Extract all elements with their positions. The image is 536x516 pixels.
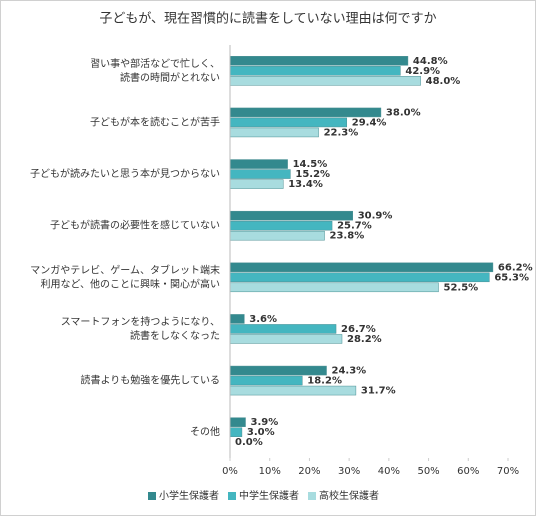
bar (229, 56, 409, 66)
bar (229, 262, 494, 273)
bar (229, 282, 439, 293)
category-label: スマートフォンを持つようになり、読書をしなくなった (61, 315, 220, 342)
bar (229, 127, 319, 138)
value-label: 44.8% (413, 56, 448, 67)
category-label: 子どもが読みたいと思う本が見つからない (30, 167, 220, 180)
value-label: 31.7% (361, 386, 396, 397)
bar (229, 210, 353, 221)
category-label: 子どもが本を読むことが苦手 (90, 115, 220, 128)
bar (229, 365, 327, 376)
bar (229, 230, 325, 241)
bar (229, 76, 421, 86)
x-tick-label: 50% (417, 466, 439, 477)
value-label: 48.0% (426, 76, 461, 87)
value-label: 29.4% (352, 117, 387, 128)
legend-label: 中学生保護者 (239, 489, 299, 502)
bar (229, 314, 245, 324)
value-label: 22.3% (324, 127, 359, 138)
category-label: その他 (190, 425, 220, 438)
bar (229, 334, 343, 344)
bar (229, 427, 243, 437)
value-label: 24.3% (332, 366, 367, 377)
bar (229, 107, 382, 118)
value-label: 38.0% (386, 107, 421, 118)
value-label: 14.5% (293, 159, 328, 170)
value-label: 26.7% (341, 324, 376, 335)
x-tick-label: 40% (378, 466, 400, 477)
legend-swatch (308, 492, 316, 500)
category-label: マンガやテレビ、ゲーム、タブレット端末利用など、他のことに興味・関心が高い (30, 263, 220, 290)
x-tick-label: 30% (338, 466, 360, 477)
value-label: 65.3% (494, 272, 529, 283)
value-label: 30.9% (358, 211, 393, 222)
legend-label: 小学生保護者 (159, 489, 219, 502)
value-label: 23.8% (330, 231, 365, 242)
bar (229, 220, 333, 231)
value-label: 13.4% (288, 179, 323, 190)
bar (229, 385, 357, 396)
value-label: 0.0% (235, 437, 263, 448)
x-tick-label: 20% (298, 466, 320, 477)
bar (229, 417, 246, 427)
value-label: 52.5% (444, 282, 479, 293)
value-label: 3.0% (247, 427, 275, 438)
x-tick-label: 70% (497, 466, 519, 477)
bar (229, 159, 288, 169)
x-tick-label: 60% (457, 466, 479, 477)
legend-swatch (228, 492, 236, 500)
category-label: 習い事や部活などで忙しく、読書の時間がとれない (90, 57, 220, 84)
bar (229, 324, 337, 334)
legend-swatch (148, 492, 156, 500)
x-tick-label: 0% (222, 466, 238, 477)
value-label: 66.2% (498, 262, 533, 273)
chart-title: 子どもが、現在習慣的に読書をしていない理由は何ですか (99, 11, 436, 27)
value-label: 15.2% (295, 169, 330, 180)
bar (229, 272, 490, 283)
legend-label: 高校生保護者 (319, 489, 379, 502)
value-label: 18.2% (307, 376, 342, 387)
value-label: 3.6% (249, 314, 277, 325)
value-label: 3.9% (250, 417, 278, 428)
value-label: 42.9% (405, 66, 440, 77)
bar (229, 375, 303, 386)
x-tick-label: 10% (259, 466, 281, 477)
bar (229, 179, 284, 189)
bar (229, 117, 348, 128)
value-label: 25.7% (337, 221, 372, 232)
bar (229, 169, 291, 179)
category-label: 子どもが読書の必要性を感じていない (50, 219, 220, 232)
value-label: 28.2% (347, 334, 382, 345)
bar (229, 66, 401, 76)
category-label: 読書よりも勉強を優先している (81, 374, 221, 387)
